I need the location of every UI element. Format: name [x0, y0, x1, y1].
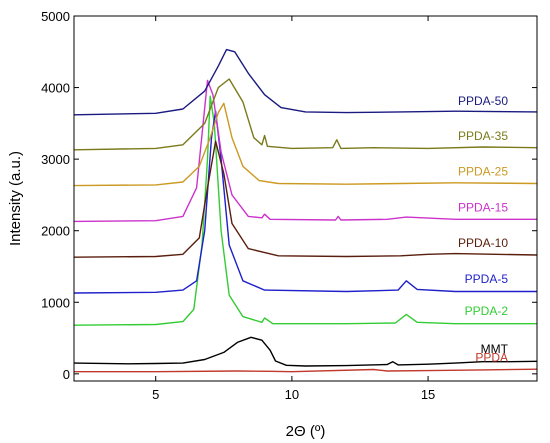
y-tick-label: 2000: [41, 224, 70, 239]
y-axis-title: Intensity (a.u.): [7, 151, 24, 246]
series-line-ppda-15: [73, 79, 537, 223]
series-label-ppda-25: PPDA-25: [458, 165, 508, 179]
series-label-ppda-50: PPDA-50: [458, 94, 508, 108]
series-line-ppda-10: [73, 140, 538, 258]
x-axis-title: 2Θ (º): [286, 423, 326, 440]
x-tick-label: 10: [285, 387, 299, 402]
plot-frame: [73, 15, 538, 382]
series-line-ppda-25: [73, 102, 538, 187]
plot-lines: [73, 48, 538, 373]
series-line-ppda-50: [73, 48, 538, 116]
series-label-ppda: PPDA: [475, 351, 508, 365]
series-line-ppda-5: [73, 110, 537, 294]
axis-ticks: 5 10 15 0 1000 2000 3000 4000 5000: [41, 9, 537, 402]
series-label-mmt: MMT: [481, 342, 509, 356]
series-label-ppda-35: PPDA-35: [458, 129, 508, 143]
series-line-ppda-2: [73, 95, 537, 326]
series-label-ppda-2: PPDA-2: [465, 304, 509, 318]
series-line-ppda-35: [73, 78, 538, 151]
y-tick-label: 1000: [41, 295, 70, 310]
series-label-ppda-15: PPDA-15: [458, 200, 508, 214]
series-line-mmt: [73, 336, 538, 367]
series-label-ppda-10: PPDA-10: [458, 236, 508, 250]
y-tick-label: 0: [63, 367, 70, 382]
x-tick-label: 15: [421, 387, 435, 402]
y-tick-label: 4000: [41, 81, 70, 96]
series-line-ppda: [74, 368, 538, 373]
series-label-ppda-5: PPDA-5: [465, 272, 509, 286]
y-tick-label: 3000: [41, 152, 70, 167]
x-tick-label: 5: [152, 387, 159, 402]
y-tick-label: 5000: [41, 9, 70, 24]
